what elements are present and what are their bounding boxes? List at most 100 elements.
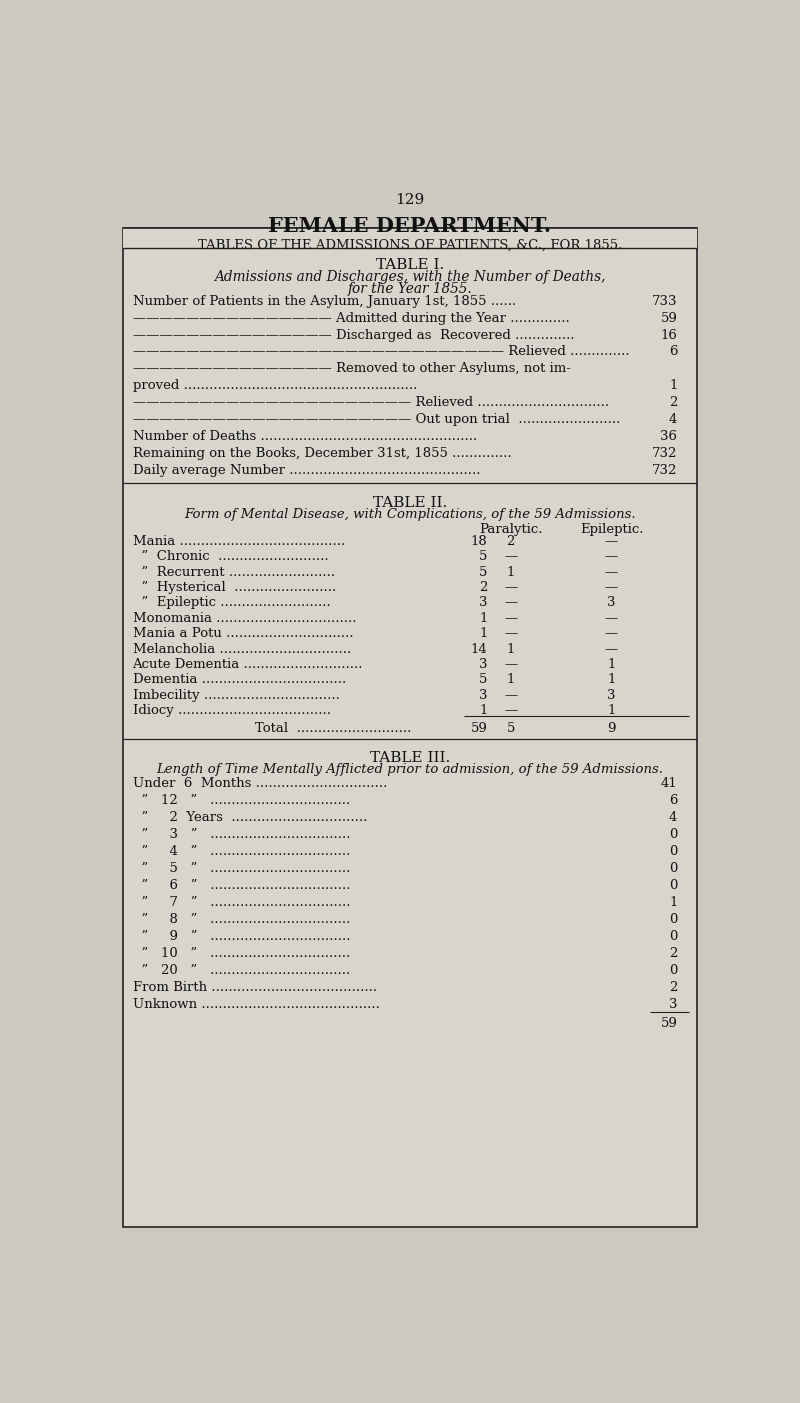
Text: ”   12   ”   .................................: ” 12 ” ................................. [133, 794, 350, 807]
Text: 732: 732 [652, 464, 678, 477]
Text: 2: 2 [669, 981, 678, 993]
Text: ——————————————— Admitted during the Year ..............: ——————————————— Admitted during the Year… [133, 311, 570, 324]
Text: —: — [504, 550, 518, 563]
Text: 2: 2 [479, 581, 487, 593]
Text: Under  6  Months ...............................: Under 6 Months .........................… [133, 777, 387, 790]
Text: —: — [605, 535, 618, 549]
Text: 3: 3 [479, 689, 487, 702]
Text: Total  ...........................: Total ........................... [255, 723, 411, 735]
Text: Dementia ..................................: Dementia ...............................… [133, 673, 346, 686]
Text: 9: 9 [607, 723, 616, 735]
Text: Unknown ..........................................: Unknown ................................… [133, 998, 379, 1010]
Text: for the Year 1855.: for the Year 1855. [348, 282, 472, 296]
Text: —: — [504, 612, 518, 624]
Text: 2: 2 [669, 396, 678, 410]
Text: —: — [504, 627, 518, 640]
Text: ”   10   ”   .................................: ” 10 ” ................................. [133, 947, 350, 960]
Text: 59: 59 [661, 1017, 678, 1030]
Text: ”     9   ”   .................................: ” 9 ” ................................. [133, 930, 350, 943]
Text: —: — [605, 581, 618, 593]
Text: —: — [504, 658, 518, 671]
Text: —: — [504, 704, 518, 717]
Text: 1: 1 [607, 673, 616, 686]
Text: Idiocy ....................................: Idiocy .................................… [133, 704, 330, 717]
Text: Number of Deaths ...................................................: Number of Deaths .......................… [133, 431, 477, 443]
Text: 3: 3 [669, 998, 678, 1010]
Text: Mania .......................................: Mania ..................................… [133, 535, 345, 549]
Text: —: — [504, 581, 518, 593]
Text: 16: 16 [661, 328, 678, 341]
Text: —: — [605, 612, 618, 624]
Text: 36: 36 [660, 431, 678, 443]
Text: ”  Hysterical  ........................: ” Hysterical ........................ [133, 581, 336, 593]
Text: Mania a Potu ..............................: Mania a Potu ...........................… [133, 627, 353, 640]
Text: 1: 1 [479, 627, 487, 640]
Text: Monomania .................................: Monomania ..............................… [133, 612, 356, 624]
Text: 0: 0 [669, 913, 678, 926]
Text: Acute Dementia ............................: Acute Dementia .........................… [133, 658, 363, 671]
Text: ”     7   ”   .................................: ” 7 ” ................................. [133, 897, 350, 909]
Text: Form of Mental Disease, with Complications, of the 59 Admissions.: Form of Mental Disease, with Complicatio… [184, 508, 636, 521]
Text: 3: 3 [607, 689, 616, 702]
Text: 1: 1 [506, 673, 515, 686]
Text: Paralytic.: Paralytic. [479, 522, 542, 536]
Text: ——————————————— Discharged as  Recovered ..............: ——————————————— Discharged as Recovered … [133, 328, 574, 341]
Text: 6: 6 [669, 345, 678, 358]
Text: 1: 1 [479, 612, 487, 624]
Text: ”  Chronic  ..........................: ” Chronic .......................... [133, 550, 328, 563]
Text: 1: 1 [607, 658, 616, 671]
Text: ”     2  Years  ................................: ” 2 Years ..............................… [133, 811, 367, 825]
Text: proved .......................................................: proved .................................… [133, 379, 417, 393]
Text: Imbecility ................................: Imbecility .............................… [133, 689, 339, 702]
Text: 0: 0 [669, 880, 678, 892]
Text: ”     8   ”   .................................: ” 8 ” ................................. [133, 913, 350, 926]
Text: 14: 14 [470, 643, 487, 655]
Text: 1: 1 [479, 704, 487, 717]
Text: —: — [504, 596, 518, 609]
Text: Epileptic.: Epileptic. [580, 522, 643, 536]
Text: ”  Epileptic ..........................: ” Epileptic .......................... [133, 596, 330, 609]
Text: 18: 18 [470, 535, 487, 549]
Text: 3: 3 [607, 596, 616, 609]
Text: 732: 732 [652, 448, 678, 460]
Text: 1: 1 [669, 897, 678, 909]
Text: Daily average Number .............................................: Daily average Number ...................… [133, 464, 480, 477]
Text: 0: 0 [669, 930, 678, 943]
Text: 2: 2 [669, 947, 678, 960]
Text: 1: 1 [607, 704, 616, 717]
Text: 4: 4 [669, 414, 678, 427]
Text: Number of Patients in the Asylum, January 1st, 1855 ......: Number of Patients in the Asylum, Januar… [133, 295, 516, 307]
Text: Admissions and Discharges, with the Number of Deaths,: Admissions and Discharges, with the Numb… [214, 269, 606, 283]
Text: 5: 5 [506, 723, 515, 735]
Text: 41: 41 [661, 777, 678, 790]
Text: Melancholia ...............................: Melancholia ............................… [133, 643, 350, 655]
Text: 129: 129 [395, 194, 425, 208]
Text: 1: 1 [506, 643, 515, 655]
Bar [123, 229, 697, 248]
Text: —: — [605, 627, 618, 640]
Text: TABLE II.: TABLE II. [373, 497, 447, 511]
Text: —: — [605, 550, 618, 563]
Text: 59: 59 [661, 311, 678, 324]
Text: 4: 4 [669, 811, 678, 825]
Text: TABLE III.: TABLE III. [370, 751, 450, 765]
Text: ”   20   ”   .................................: ” 20 ” ................................. [133, 964, 350, 976]
Text: ”     3   ”   .................................: ” 3 ” ................................. [133, 828, 350, 842]
Text: 0: 0 [669, 964, 678, 976]
Text: 0: 0 [669, 861, 678, 875]
Text: 2: 2 [506, 535, 515, 549]
Text: ”     5   ”   .................................: ” 5 ” ................................. [133, 861, 350, 875]
Text: 5: 5 [479, 550, 487, 563]
Text: ————————————————————— Relieved ...............................: ————————————————————— Relieved .........… [133, 396, 609, 410]
Text: 59: 59 [470, 723, 487, 735]
Text: ———————————————————————————— Relieved ..............: ———————————————————————————— Relieved ..… [133, 345, 629, 358]
Text: —: — [605, 565, 618, 578]
Text: ——————————————— Removed to other Asylums, not im-: ——————————————— Removed to other Asylums… [133, 362, 570, 376]
Text: ”     6   ”   .................................: ” 6 ” ................................. [133, 880, 350, 892]
Text: ”     4   ”   .................................: ” 4 ” ................................. [133, 845, 350, 859]
Text: FEMALE DEPARTMENT.: FEMALE DEPARTMENT. [269, 216, 551, 236]
Text: —: — [605, 643, 618, 655]
Text: 1: 1 [669, 379, 678, 393]
Text: TABLES OF THE ADMISSIONS OF PATIENTS, &C., FOR 1855.: TABLES OF THE ADMISSIONS OF PATIENTS, &C… [198, 239, 622, 251]
Text: 3: 3 [479, 658, 487, 671]
